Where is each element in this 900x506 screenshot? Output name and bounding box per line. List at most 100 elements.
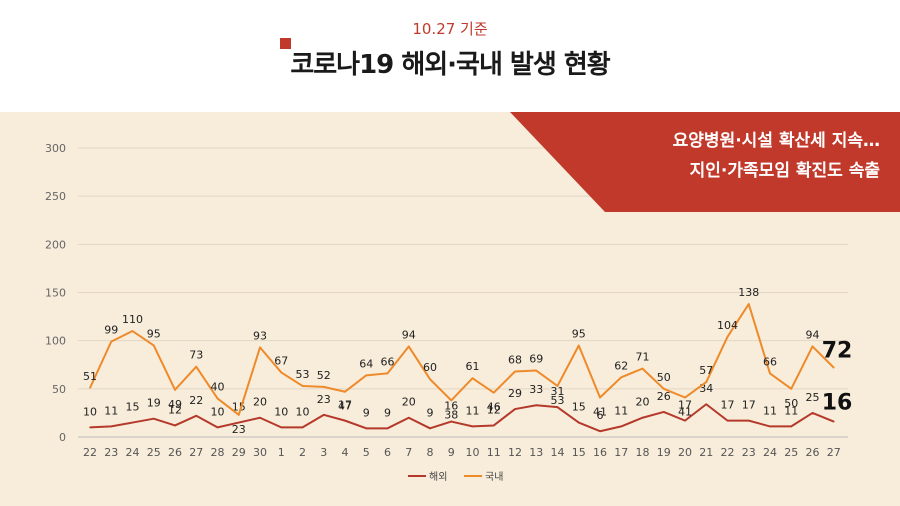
x-tick-label: 6 <box>384 446 391 459</box>
data-label: 19 <box>147 397 161 410</box>
y-tick-label: 250 <box>45 190 66 203</box>
x-tick-label: 22 <box>721 446 735 459</box>
x-tick-label: 26 <box>168 446 182 459</box>
data-label: 67 <box>274 354 288 367</box>
data-point <box>577 421 580 424</box>
data-point <box>641 416 644 419</box>
data-point <box>89 387 91 389</box>
x-tick-label: 25 <box>147 446 161 459</box>
data-label: 93 <box>253 329 267 342</box>
data-label: 50 <box>784 397 798 410</box>
data-point <box>492 424 495 427</box>
data-point <box>662 411 665 413</box>
x-tick-label: 1 <box>278 446 285 459</box>
data-label: 57 <box>699 364 713 377</box>
legend-label: 국내 <box>485 471 503 483</box>
data-label: 12 <box>168 403 182 416</box>
data-point <box>556 385 559 387</box>
data-point <box>429 427 431 430</box>
data-point <box>110 425 113 428</box>
data-point <box>216 397 219 400</box>
y-tick-label: 50 <box>52 383 66 396</box>
y-tick-label: 200 <box>45 238 66 251</box>
x-tick-label: 11 <box>487 446 501 459</box>
x-tick-label: 27 <box>827 446 841 459</box>
data-label: 41 <box>678 406 692 419</box>
data-point <box>450 420 453 423</box>
title-wrap: 코로나19 해외·국내 발생 현황 <box>0 38 900 81</box>
data-point <box>641 367 644 370</box>
page-title-text: 코로나19 해외·국내 발생 현황 <box>290 50 610 80</box>
data-point <box>747 303 750 305</box>
title-marker-icon <box>280 38 292 49</box>
data-point <box>386 427 389 430</box>
data-label: 11 <box>466 404 480 417</box>
data-label: 11 <box>763 404 777 417</box>
chart-panel: 0 50 100 150 200 250 300 22 23 24 25 26 27 28 29 30 1 2 3 4… <box>0 112 900 506</box>
x-tick-label: 23 <box>742 446 756 459</box>
data-point <box>535 404 538 407</box>
data-point <box>769 425 771 428</box>
data-label: 34 <box>699 382 713 395</box>
data-point <box>259 416 261 419</box>
data-point <box>152 417 155 420</box>
data-point <box>280 426 283 429</box>
x-tick-label: 27 <box>189 446 203 459</box>
data-label: 69 <box>529 353 543 366</box>
data-label: 9 <box>384 406 391 419</box>
data-point <box>407 345 410 348</box>
data-point <box>301 385 304 387</box>
data-point <box>386 372 389 375</box>
data-point <box>322 386 325 388</box>
data-point <box>556 406 559 408</box>
data-label: 99 <box>104 324 118 337</box>
x-tick-label: 24 <box>126 446 140 459</box>
data-point <box>174 388 176 391</box>
x-tick-label: 9 <box>448 446 455 459</box>
page-title: 코로나19 해외·국내 발생 현황 <box>280 38 611 81</box>
header: 10.27 기준 코로나19 해외·국내 발생 현황 <box>0 0 900 112</box>
last-value-label: 72 <box>822 339 853 364</box>
data-point <box>259 346 261 349</box>
data-point <box>832 366 835 369</box>
x-tick-label: 2 <box>299 446 306 459</box>
data-point <box>174 424 176 427</box>
x-tick-label: 13 <box>529 446 543 459</box>
data-label: 138 <box>738 286 759 299</box>
data-label: 17 <box>338 399 352 412</box>
x-tick-label: 23 <box>104 446 118 459</box>
data-label: 17 <box>721 399 735 412</box>
data-point <box>492 391 495 394</box>
last-value-label: 16 <box>822 391 853 416</box>
data-label: 25 <box>806 391 820 404</box>
data-label: 9 <box>363 406 370 419</box>
data-point <box>832 420 835 423</box>
data-label: 73 <box>189 349 203 362</box>
data-point <box>216 426 219 429</box>
series-line-overseas <box>89 403 835 433</box>
data-label: 9 <box>427 406 434 419</box>
data-label: 49 <box>168 398 182 411</box>
data-label: 11 <box>614 404 628 417</box>
data-point <box>599 430 601 433</box>
data-label: 23 <box>232 423 246 436</box>
data-point <box>811 345 814 348</box>
data-point <box>790 388 793 390</box>
data-point <box>769 372 771 375</box>
data-label: 15 <box>572 401 586 414</box>
data-label: 110 <box>122 313 143 326</box>
data-point <box>726 336 729 338</box>
x-tick-label: 7 <box>405 446 412 459</box>
x-tick-label: 15 <box>572 446 586 459</box>
x-tick-label: 20 <box>678 446 692 459</box>
data-point <box>726 419 729 422</box>
x-tick-label: 17 <box>614 446 628 459</box>
x-tick-label: 10 <box>466 446 480 459</box>
data-label: 61 <box>466 360 480 373</box>
data-point <box>514 370 516 373</box>
data-point <box>535 369 538 372</box>
data-label: 94 <box>806 328 820 341</box>
data-label: 52 <box>317 369 331 382</box>
data-point <box>790 425 793 428</box>
